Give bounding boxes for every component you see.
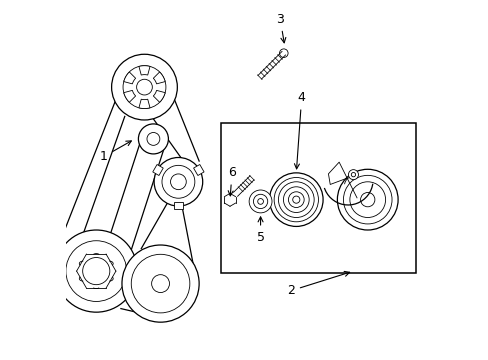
Text: 4: 4 bbox=[294, 91, 305, 169]
Circle shape bbox=[279, 49, 287, 58]
Polygon shape bbox=[139, 99, 150, 109]
Text: 2: 2 bbox=[286, 271, 349, 297]
Circle shape bbox=[337, 169, 397, 230]
Circle shape bbox=[360, 193, 374, 207]
Circle shape bbox=[136, 79, 152, 95]
Circle shape bbox=[122, 245, 199, 322]
Circle shape bbox=[274, 177, 318, 222]
Circle shape bbox=[170, 174, 186, 190]
Circle shape bbox=[147, 132, 160, 145]
Polygon shape bbox=[139, 66, 150, 75]
Text: 1: 1 bbox=[99, 141, 131, 163]
Circle shape bbox=[154, 157, 203, 206]
Circle shape bbox=[350, 172, 355, 177]
Circle shape bbox=[269, 173, 323, 226]
Circle shape bbox=[66, 241, 126, 301]
Text: 6: 6 bbox=[227, 166, 235, 196]
Circle shape bbox=[55, 230, 137, 312]
Polygon shape bbox=[123, 90, 135, 102]
Circle shape bbox=[123, 66, 165, 109]
Polygon shape bbox=[153, 90, 165, 102]
Circle shape bbox=[138, 124, 168, 154]
Circle shape bbox=[131, 254, 189, 313]
Circle shape bbox=[278, 182, 313, 217]
Circle shape bbox=[257, 199, 263, 204]
Polygon shape bbox=[123, 72, 135, 84]
Polygon shape bbox=[174, 202, 183, 209]
Circle shape bbox=[253, 194, 267, 208]
Circle shape bbox=[283, 187, 308, 212]
Circle shape bbox=[288, 192, 304, 207]
Circle shape bbox=[348, 170, 358, 180]
Polygon shape bbox=[152, 165, 163, 175]
Circle shape bbox=[111, 54, 177, 120]
Circle shape bbox=[292, 196, 299, 203]
Polygon shape bbox=[193, 165, 203, 175]
Polygon shape bbox=[153, 72, 165, 84]
Circle shape bbox=[248, 190, 271, 213]
Circle shape bbox=[349, 182, 385, 217]
Circle shape bbox=[162, 165, 194, 198]
Bar bbox=[221, 123, 415, 273]
Circle shape bbox=[343, 175, 391, 224]
Text: 5: 5 bbox=[256, 217, 264, 244]
Circle shape bbox=[151, 275, 169, 293]
Text: 3: 3 bbox=[276, 13, 285, 43]
Circle shape bbox=[82, 257, 110, 285]
